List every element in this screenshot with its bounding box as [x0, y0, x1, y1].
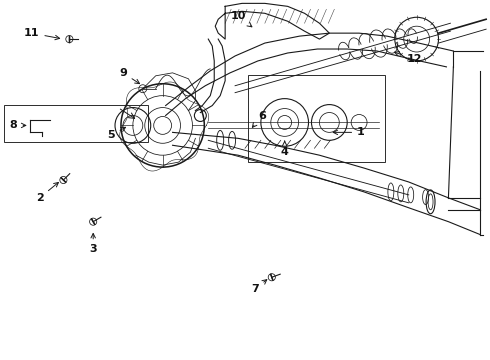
Text: 4: 4	[281, 141, 289, 157]
Text: 9: 9	[119, 68, 140, 84]
Text: 3: 3	[89, 234, 97, 255]
Text: 12: 12	[394, 51, 422, 64]
Text: 11: 11	[24, 28, 60, 40]
Text: 1: 1	[333, 127, 365, 138]
Bar	[248, 75, 385, 162]
Text: 8: 8	[10, 121, 26, 130]
Text: 2: 2	[36, 183, 58, 203]
Text: 10: 10	[230, 11, 252, 27]
Text: 5: 5	[107, 127, 125, 140]
Bar	[4, 105, 148, 142]
Text: 7: 7	[251, 280, 267, 294]
Text: 6: 6	[252, 111, 266, 127]
